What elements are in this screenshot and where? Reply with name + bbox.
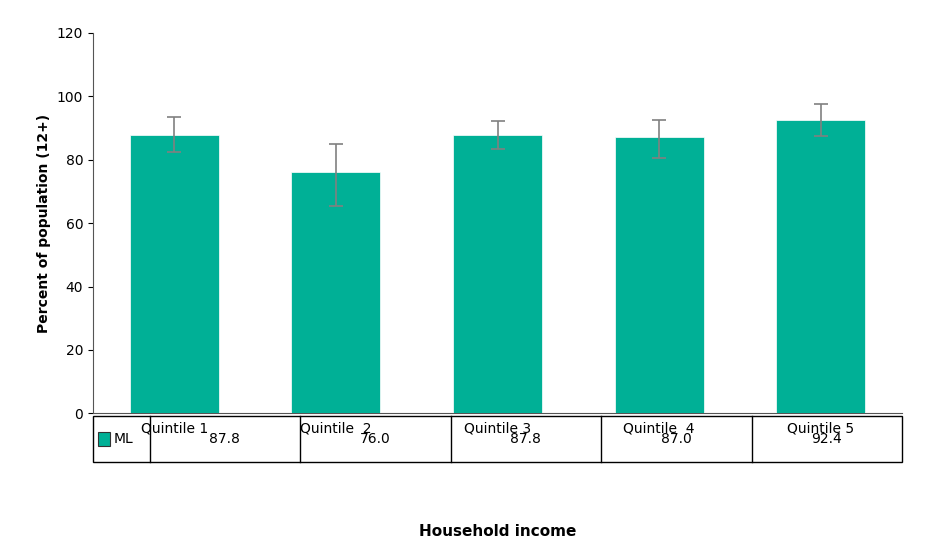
- Text: Household income: Household income: [418, 523, 577, 539]
- Bar: [777, 120, 865, 413]
- Bar: [453, 135, 542, 413]
- Text: 87.8: 87.8: [209, 432, 240, 446]
- Bar: [615, 138, 704, 413]
- Text: 87.8: 87.8: [511, 432, 541, 446]
- Text: 76.0: 76.0: [360, 432, 391, 446]
- Bar: [130, 135, 219, 413]
- Text: 87.0: 87.0: [661, 432, 692, 446]
- Bar: [291, 172, 380, 413]
- Text: ML: ML: [113, 432, 133, 446]
- Y-axis label: Percent of population (12+): Percent of population (12+): [37, 114, 51, 332]
- Text: 92.4: 92.4: [812, 432, 843, 446]
